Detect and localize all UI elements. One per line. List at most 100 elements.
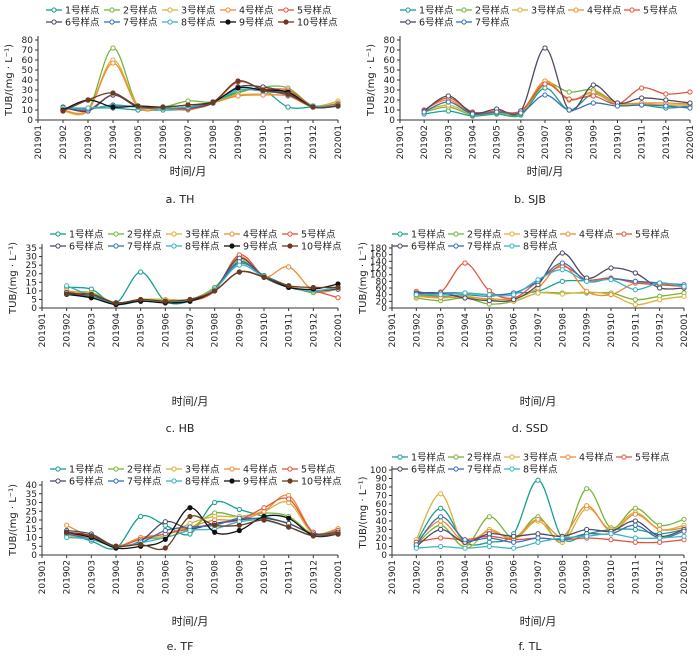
x-tick-label: 201907	[186, 313, 196, 347]
legend-marker	[109, 7, 115, 13]
data-point	[286, 524, 292, 530]
y-tick-label: 20	[376, 534, 388, 544]
legend-marker	[171, 243, 177, 249]
x-tick-label: 201902	[63, 313, 73, 347]
y-tick-label: 0	[27, 116, 33, 126]
data-point	[687, 100, 693, 106]
y-tick-label: 40	[376, 517, 388, 527]
data-point	[632, 278, 638, 284]
x-tick-label: 201911	[285, 560, 295, 594]
legend-marker	[461, 19, 467, 25]
data-point	[511, 297, 517, 303]
y-axis-title: TUB/(mg · L⁻¹)	[358, 242, 369, 315]
data-point	[632, 297, 638, 303]
legend-label: 5号样点	[301, 464, 336, 476]
data-point	[584, 486, 590, 492]
legend-marker	[461, 7, 467, 13]
legend-marker	[453, 466, 459, 472]
x-tick-label: 201908	[211, 560, 221, 595]
data-point	[657, 285, 663, 291]
data-point	[608, 265, 614, 271]
legend-marker	[171, 478, 177, 484]
data-point	[438, 543, 444, 550]
legend-label: 2号样点	[467, 452, 502, 464]
legend-label: 7号样点	[127, 241, 162, 253]
y-tick-label: 5	[31, 295, 37, 305]
x-tick-label: 201902	[412, 560, 422, 594]
y-tick-label: 30	[376, 526, 388, 536]
legend-marker	[509, 466, 515, 472]
y-tick-label: 10	[22, 106, 34, 116]
legend-label: 10号样点	[301, 241, 342, 253]
legend-label: 6号样点	[69, 241, 104, 253]
legend-label: 1号样点	[411, 452, 446, 464]
legend-label: 6号样点	[69, 476, 104, 488]
x-axis-title: 时间/月	[170, 165, 207, 178]
data-point	[657, 526, 663, 533]
data-point	[535, 290, 541, 296]
legend-marker	[453, 231, 459, 237]
data-point	[657, 539, 663, 545]
y-tick-label: 70	[376, 492, 388, 502]
data-point	[566, 107, 572, 113]
legend-label: 3号样点	[523, 452, 558, 464]
legend-marker	[283, 19, 289, 25]
x-tick-label: 201910	[260, 313, 270, 348]
data-point	[438, 491, 444, 497]
data-point	[535, 531, 541, 537]
data-point	[632, 511, 638, 517]
x-tick-label: 201907	[534, 560, 544, 594]
data-point	[335, 295, 341, 301]
x-tick-label: 201906	[510, 560, 520, 595]
legend-marker	[573, 7, 579, 13]
y-tick-label: 80	[376, 483, 388, 493]
panel-caption: f. TL	[519, 640, 543, 653]
legend-marker	[55, 243, 61, 249]
x-tick-label: 201906	[510, 313, 520, 348]
data-point	[584, 503, 590, 509]
x-tick-label: 201908	[209, 125, 219, 160]
panel-caption: a. TH	[166, 193, 195, 206]
data-point	[590, 82, 596, 88]
legend-marker	[55, 478, 61, 484]
data-point	[584, 526, 590, 533]
data-point	[681, 528, 687, 534]
legend-label: 4号样点	[587, 5, 622, 17]
legend: 1号样点 2号样点 3号样点 4号样点 5号样点 6号样点 7号样点 8号样点 9号样点 10号样…	[50, 229, 342, 253]
data-point	[261, 505, 267, 511]
series-line-4	[415, 505, 685, 543]
data-point	[681, 533, 687, 539]
x-tick-label: 201906	[161, 313, 171, 348]
data-point	[185, 102, 191, 108]
legend-label: 7号样点	[467, 464, 502, 476]
x-tick-label: 201908	[565, 125, 575, 160]
y-tick-label: 5	[31, 542, 37, 552]
legend-marker	[225, 7, 231, 13]
y-tick-label: 70	[384, 46, 396, 56]
legend-marker	[397, 243, 403, 249]
data-point	[486, 535, 492, 541]
y-tick-label: 40	[26, 481, 38, 491]
data-point	[438, 535, 444, 541]
legend-marker	[509, 231, 515, 237]
y-tick-label: 30	[26, 499, 38, 509]
legend-label: 9号样点	[243, 476, 278, 488]
legend-label: 8号样点	[523, 241, 558, 253]
data-point	[438, 505, 444, 511]
x-tick-label: 201911	[285, 313, 295, 347]
y-tick-label: 0	[381, 304, 387, 314]
y-tick-label: 50	[22, 66, 34, 76]
y-tick-label: 20	[26, 516, 38, 526]
legend-marker	[283, 7, 289, 13]
panel-caption: b. SJB	[514, 193, 546, 206]
y-tick-label: 180	[370, 244, 387, 254]
x-tick-label: 201912	[662, 125, 672, 159]
data-point	[639, 95, 645, 101]
x-tick-label: 201905	[134, 125, 144, 159]
data-point	[187, 513, 193, 520]
legend-label: 2号样点	[127, 229, 162, 241]
x-tick-label: 201906	[159, 125, 169, 160]
data-point	[542, 45, 548, 51]
legend-marker	[565, 454, 571, 460]
